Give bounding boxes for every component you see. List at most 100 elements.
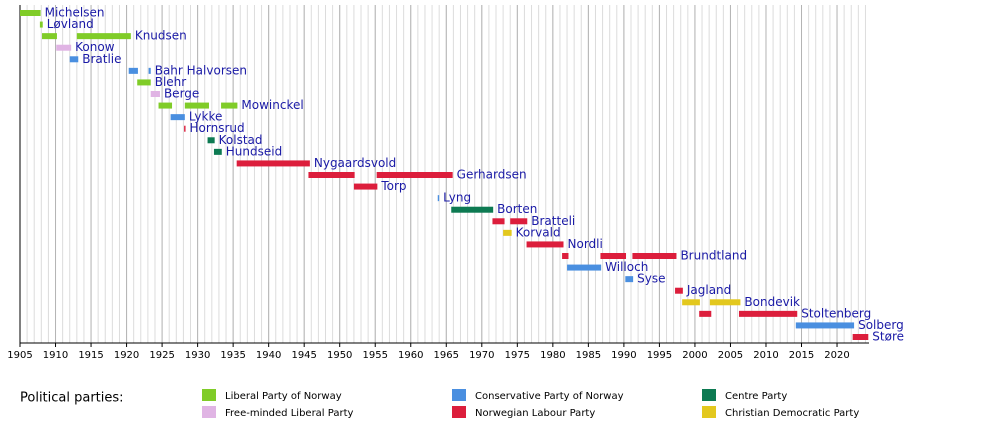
x-tick-label: 2005 [718,350,743,361]
x-tick-label: 1995 [647,350,672,361]
pm-name: Nygaardsvold [314,156,396,170]
x-tick-label: 1905 [7,350,32,361]
legend-label: Conservative Party of Norway [475,391,624,402]
term-bar [451,206,494,213]
term-bar [221,102,238,109]
pm-name: Korvald [516,225,561,239]
pm-name: Knudsen [135,29,187,43]
legend-swatch [452,406,466,418]
x-tick-label: 2000 [682,350,707,361]
term-bar [353,183,378,190]
term-bar [170,114,185,121]
term-bar [632,253,677,259]
pm-name: Kolstad [219,133,263,147]
x-tick-label: 1915 [78,350,103,361]
x-tick-label: 1965 [434,350,459,361]
term-bar [184,102,209,109]
legend-title: Political parties: [20,391,124,406]
term-bar [137,79,151,86]
pm-name: Bratteli [531,214,575,228]
legend-swatch [202,406,216,418]
term-bar [69,56,79,63]
term-bar [158,102,173,109]
term-bar [308,172,355,178]
term-bar [625,276,634,283]
x-tick-label: 1930 [185,350,210,361]
term-bar [42,33,57,40]
pm-name: Borten [497,202,537,216]
x-tick-label: 1975 [505,350,530,361]
pm-name: Hornsrud [190,121,245,135]
term-bar [150,91,160,97]
x-tick-label: 1985 [576,350,601,361]
x-tick-label: 2015 [789,350,814,361]
pm-name: Michelsen [45,6,105,20]
pm-name: Blehr [155,75,187,89]
term-bar [795,322,855,329]
pm-name: Bahr Halvorsen [155,63,247,77]
legend-swatch [202,389,216,401]
term-bar [148,67,151,74]
term-bar [213,148,222,155]
pm-name: Bondevik [744,295,800,309]
term-bar [562,253,569,259]
legend-swatch [702,406,716,418]
term-bar [236,160,310,167]
pm-name: Solberg [858,318,904,332]
x-tick-label: 1960 [398,350,423,361]
x-tick-label: 1940 [256,350,281,361]
x-tick-label: 1925 [149,350,174,361]
x-tick-label: 1955 [363,350,388,361]
term-bar [56,44,72,51]
term-bar [20,10,41,16]
x-tick-label: 1935 [220,350,245,361]
term-bar [738,310,798,317]
term-bar [600,253,627,259]
term-bar [492,218,505,225]
term-bar [682,299,700,306]
term-bar [184,125,186,132]
pm-name: Hundseid [226,144,282,158]
term-bar [76,33,131,40]
pm-name: Konow [75,40,115,54]
pm-name: Stoltenberg [801,306,871,320]
pm-name: Syse [637,272,665,286]
x-tick-label: 1970 [469,350,494,361]
x-tick-label: 1910 [43,350,68,361]
pm-name: Torp [380,179,406,193]
legend-label: Centre Party [725,391,787,402]
x-tick-label: 1920 [114,350,139,361]
pm-name: Gerhardsen [457,168,527,182]
x-tick-label: 1990 [611,350,636,361]
x-tick-label: 1945 [291,350,316,361]
legend-swatch [702,389,716,401]
term-bar [376,172,453,178]
term-bar [709,299,741,306]
pm-name: Bratlie [82,52,121,66]
pm-name: Berge [164,87,199,101]
term-bar [39,21,43,28]
legend-label: Norwegian Labour Party [475,408,595,419]
x-tick-label: 1980 [540,350,565,361]
legend-label: Liberal Party of Norway [225,391,342,402]
term-bar [503,229,512,236]
term-bar [207,137,215,144]
x-tick-label: 2020 [824,350,849,361]
pm-name: Brundtland [680,249,747,263]
pm-name: Løvland [47,17,94,31]
legend-label: Free-minded Liberal Party [225,408,354,419]
x-tick-label: 1950 [327,350,352,361]
pm-name: Lyng [443,191,471,205]
term-bar [510,218,528,225]
term-bar [437,195,440,202]
pm-name: Willoch [605,260,648,274]
pm-name: Støre [872,330,904,344]
x-tick-label: 2010 [753,350,778,361]
term-bar [526,241,564,248]
pm-name: Mowinckel [241,98,303,112]
pm-name: Nordli [568,237,603,251]
pm-name: Jagland [686,283,731,297]
term-bar [852,334,869,340]
term-bar [128,67,138,74]
term-bar [699,310,712,317]
